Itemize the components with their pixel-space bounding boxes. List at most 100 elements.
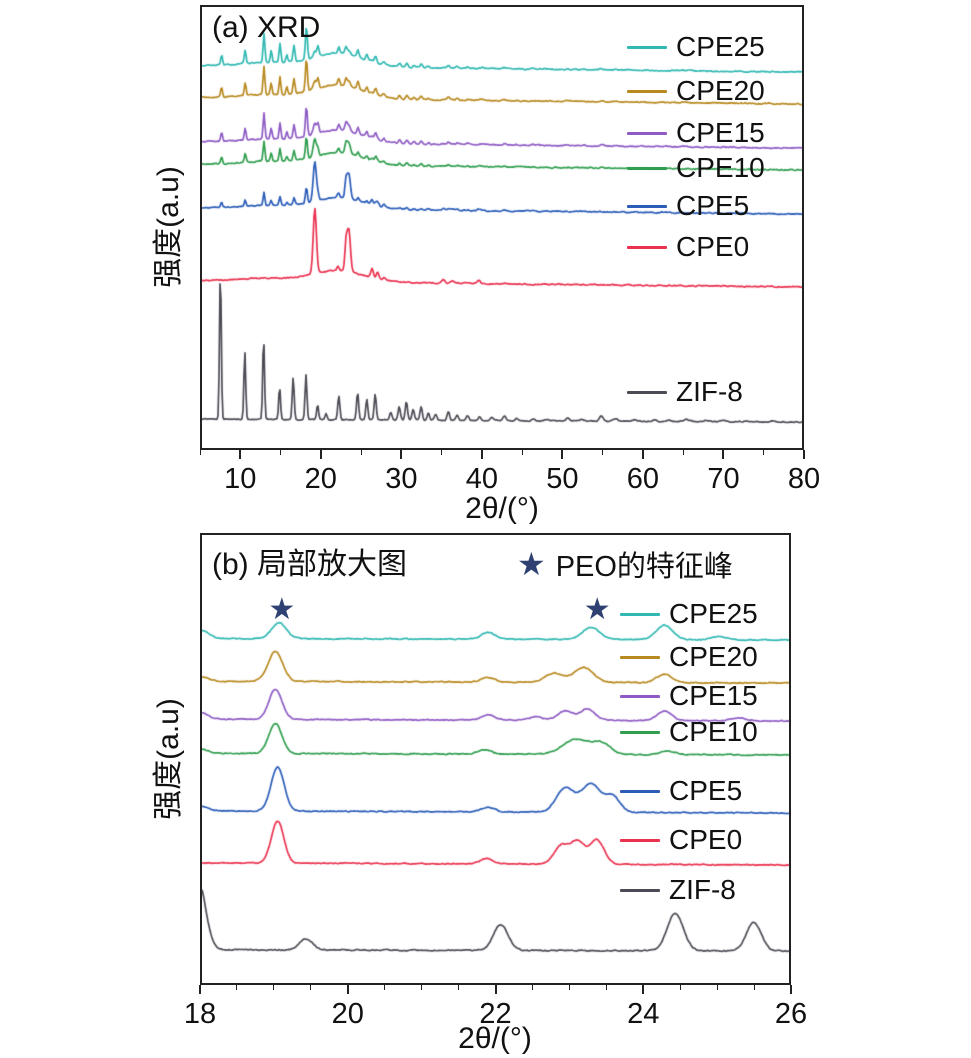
x-axis-minor-tick (384, 985, 386, 990)
legend-item-cpe10: CPE10 (627, 154, 765, 182)
x-axis-major-tick (199, 985, 201, 994)
legend-label: CPE5 (676, 190, 750, 221)
x-axis-minor-tick (199, 450, 201, 455)
x-axis-major-tick (561, 450, 564, 459)
x-axis-major-tick (803, 450, 805, 459)
x-axis-minor-tick (458, 985, 460, 990)
panel-a-xlabel: 2θ/(°) (465, 492, 539, 525)
legend-label: CPE5 (669, 775, 743, 806)
x-axis-tick-label: 18 (183, 998, 217, 1030)
legend-item-cpe20: CPE20 (627, 77, 765, 105)
legend-label: CPE25 (669, 598, 758, 629)
legend-line (620, 655, 660, 659)
x-axis-major-tick (319, 450, 322, 459)
x-axis-minor-tick (602, 450, 604, 455)
x-axis-major-tick (642, 985, 645, 994)
x-axis-minor-tick (605, 985, 607, 990)
legend-item-cpe0: CPE0 (627, 233, 749, 261)
peo-peak-star-icon: ★ (583, 593, 611, 626)
panel-a-curves-canvas (202, 7, 802, 448)
panel-a: (a) XRD CPE25 CPE20 CPE15 CPE10 CPE5 CPE0 ZIF-… (200, 5, 804, 450)
x-axis-tick-label: 60 (626, 463, 660, 495)
x-axis-tick-label: 40 (465, 463, 498, 495)
panel-a-title: (a) XRD (212, 11, 321, 44)
legend-item-zif-8: ZIF-8 (620, 876, 736, 904)
x-axis-tick-label: 30 (385, 463, 418, 495)
x-axis-major-tick (722, 450, 725, 459)
x-axis-major-tick (641, 450, 644, 459)
legend-line (620, 612, 660, 616)
legend-item-cpe15: CPE15 (627, 119, 765, 147)
x-axis-minor-tick (682, 450, 684, 455)
x-axis-tick-label: 80 (787, 463, 821, 495)
legend-line (627, 390, 667, 394)
x-axis-tick-label: 24 (627, 998, 660, 1030)
legend-label: CPE20 (676, 75, 765, 106)
legend-item-zif-8: ZIF-8 (627, 378, 743, 406)
legend-label: ZIF-8 (669, 874, 736, 905)
x-axis-tick-label: 70 (707, 463, 740, 495)
x-axis-minor-tick (763, 450, 765, 455)
x-axis-major-tick (400, 450, 403, 459)
x-axis-tick-label: 20 (304, 463, 337, 495)
x-axis-minor-tick (421, 985, 423, 990)
x-axis-minor-tick (310, 985, 312, 990)
legend-item-cpe25: CPE25 (627, 33, 765, 61)
panel-b-star-markers: ★ ★ (202, 535, 789, 983)
peo-peak-star-icon: ★ (268, 593, 296, 626)
x-axis-minor-tick (753, 985, 755, 990)
legend-label: CPE25 (676, 31, 765, 62)
legend-line (627, 89, 667, 93)
x-axis-major-tick (790, 985, 792, 994)
x-axis-minor-tick (679, 985, 681, 990)
panel-b-legend: CPE25 CPE20 CPE15 CPE10 CPE5 CPE0 ZIF-8 (202, 535, 789, 983)
legend-label: CPE10 (669, 716, 758, 747)
panel-a-legend: CPE25 CPE20 CPE15 CPE10 CPE5 CPE0 ZIF-8 (202, 7, 802, 448)
legend-label: CPE10 (676, 152, 765, 183)
legend-item-cpe5: CPE5 (620, 777, 742, 805)
x-axis-major-tick (239, 450, 242, 459)
legend-label: CPE0 (676, 231, 750, 262)
panel-b-ylabel: 强度(a.u) (152, 698, 185, 820)
legend-label: CPE15 (669, 680, 758, 711)
legend-label: CPE15 (676, 117, 765, 148)
x-axis-tick-label: 20 (331, 998, 364, 1030)
x-axis-minor-tick (568, 985, 570, 990)
x-axis-minor-tick (716, 985, 718, 990)
legend-item-cpe0: CPE0 (620, 826, 742, 854)
panel-a-ylabel: 强度(a.u) (152, 166, 185, 288)
x-axis-minor-tick (236, 985, 238, 990)
peo-legend-label: PEO的特征峰 (555, 551, 733, 583)
legend-line (620, 694, 660, 698)
x-axis-tick-label: 26 (774, 998, 808, 1030)
legend-line (627, 131, 667, 135)
legend-item-cpe5: CPE5 (627, 192, 749, 220)
legend-line (627, 204, 667, 208)
legend-line (627, 245, 667, 249)
legend-item-cpe10: CPE10 (620, 718, 758, 746)
x-axis-minor-tick (441, 450, 443, 455)
x-axis-minor-tick (273, 985, 275, 990)
legend-line (620, 838, 660, 842)
peo-characteristic-peak-legend: ★ PEO的特征峰 (517, 543, 733, 585)
panel-b-xlabel: 2θ/(°) (458, 1022, 532, 1055)
legend-item-cpe20: CPE20 (620, 643, 758, 671)
legend-label: CPE0 (669, 824, 743, 855)
x-axis-major-tick (494, 985, 497, 994)
legend-line (620, 888, 660, 892)
x-axis-tick-label: 22 (479, 998, 512, 1030)
legend-label: CPE20 (669, 641, 758, 672)
x-axis-minor-tick (280, 450, 282, 455)
legend-line (620, 730, 660, 734)
x-axis-major-tick (346, 985, 349, 994)
x-axis-minor-tick (360, 450, 362, 455)
peo-legend-star-icon: ★ (517, 546, 546, 582)
x-axis-minor-tick (531, 985, 533, 990)
legend-line (627, 45, 667, 49)
legend-label: ZIF-8 (676, 376, 743, 407)
legend-item-cpe25: CPE25 (620, 600, 758, 628)
panel-b-curves-canvas (202, 535, 789, 983)
legend-line (627, 166, 667, 170)
legend-line (620, 789, 660, 793)
